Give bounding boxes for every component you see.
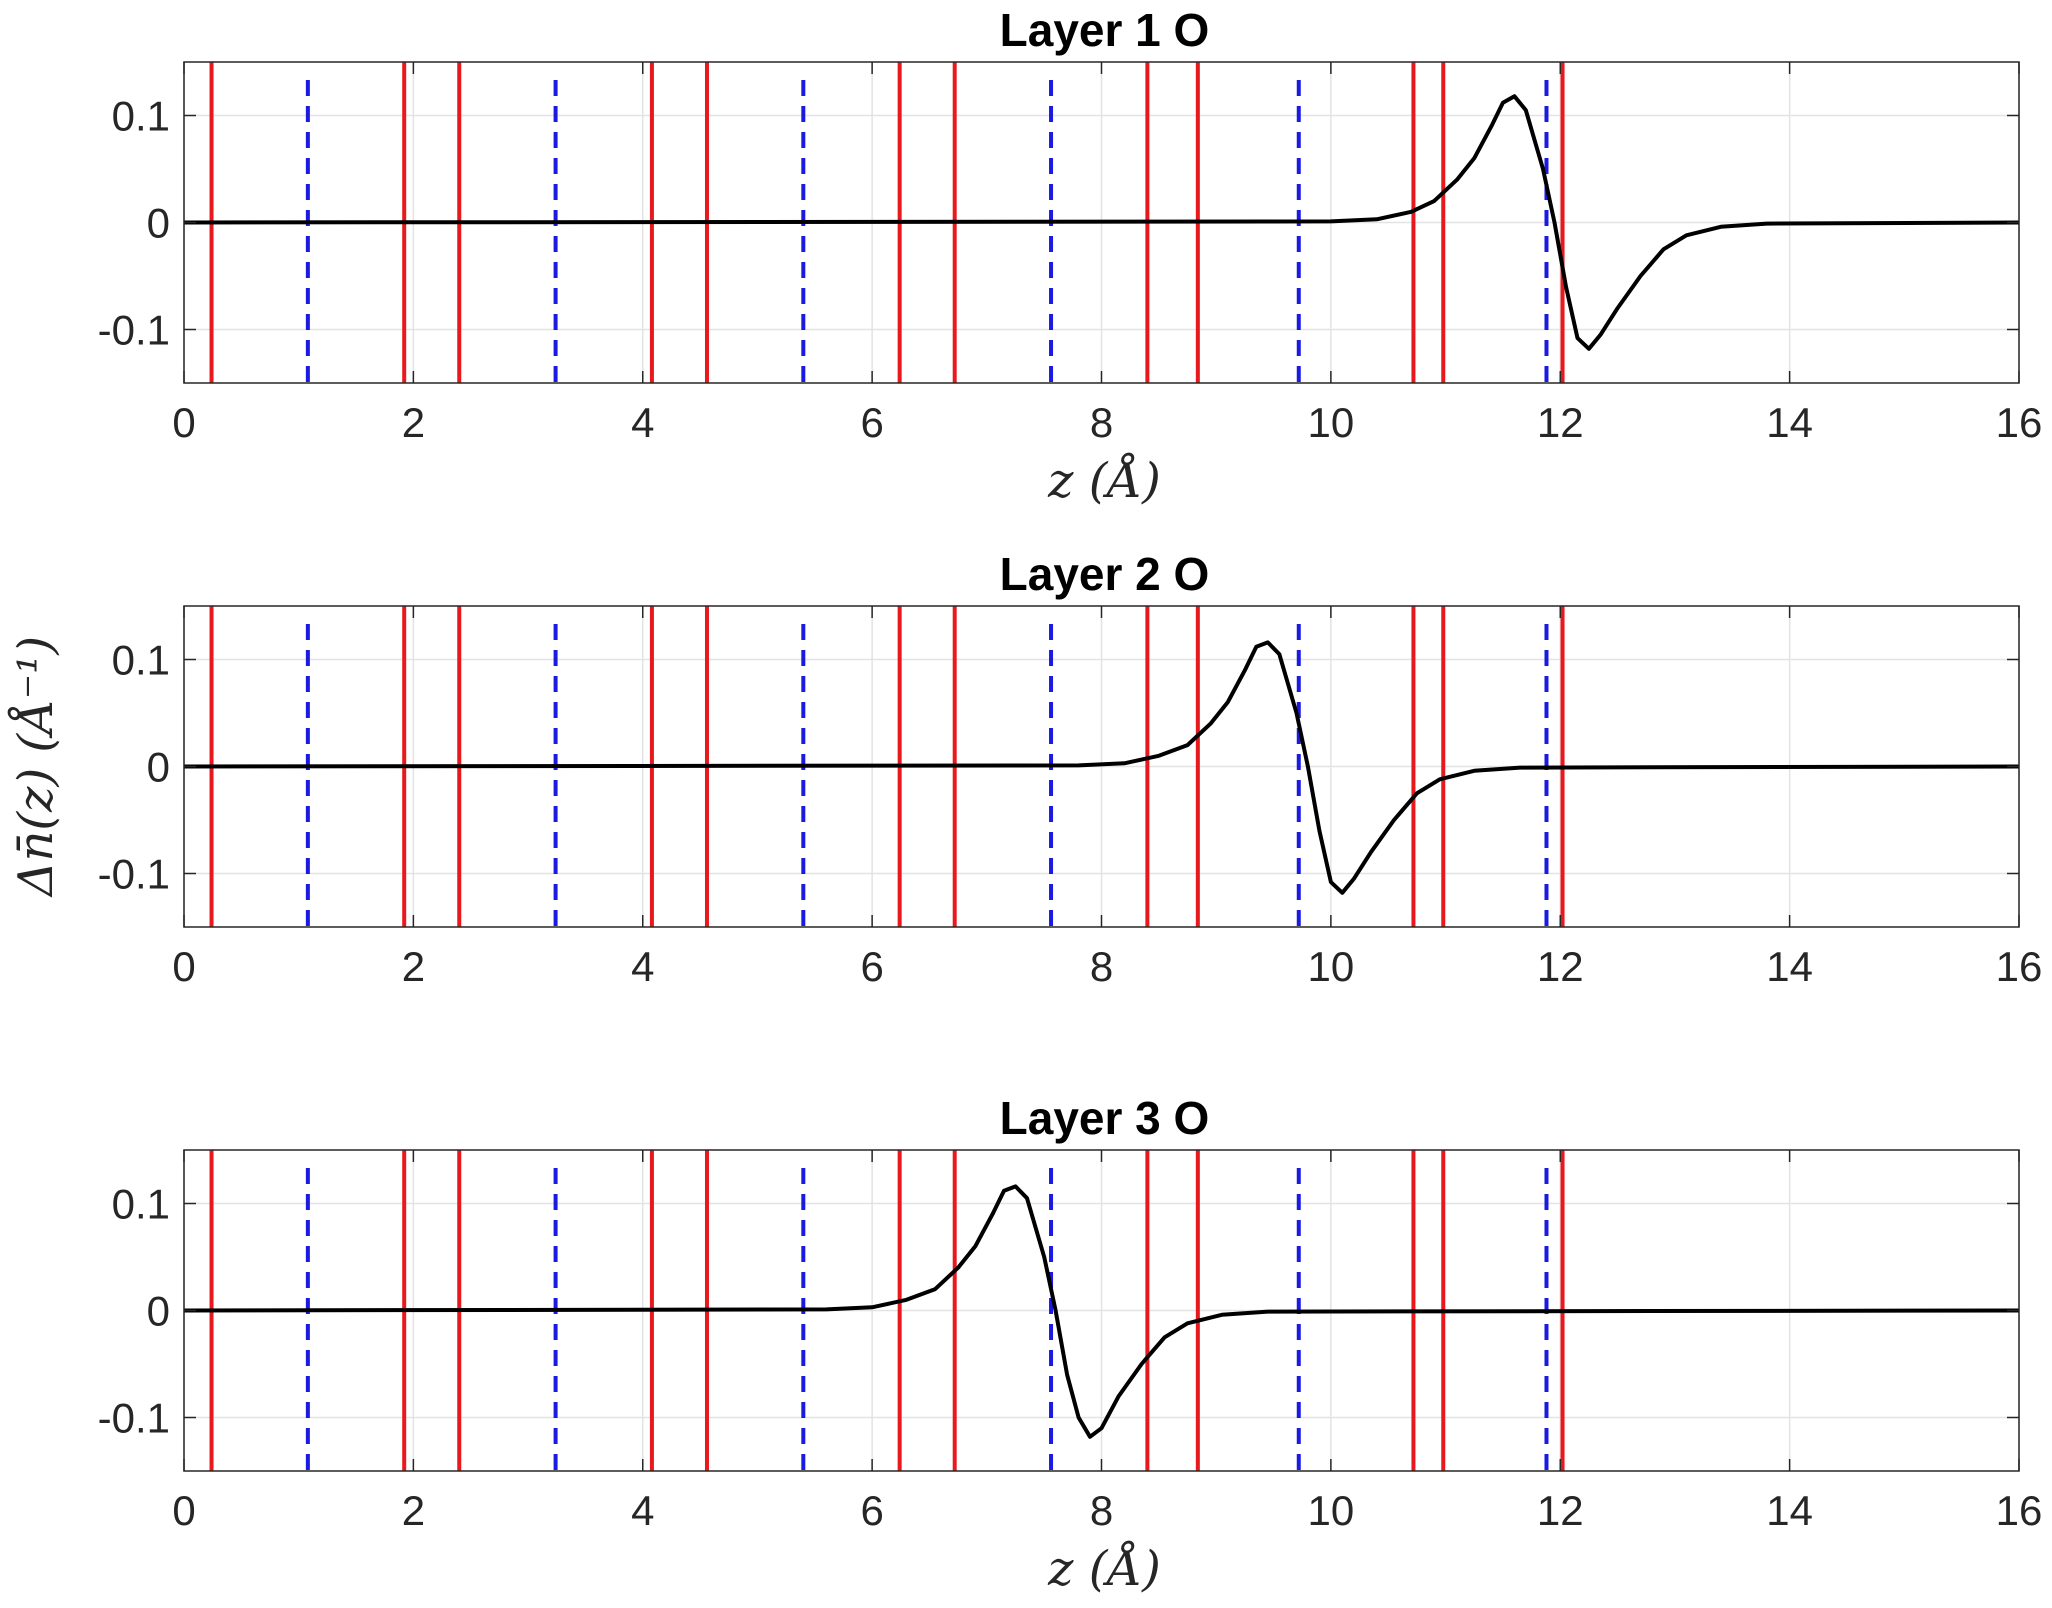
y-tick-label: 0.1 — [112, 93, 170, 140]
x-axis-label: z (Å) — [1047, 452, 1161, 509]
x-tick-label: 14 — [1766, 399, 1813, 446]
x-tick-label: 14 — [1766, 1487, 1813, 1534]
y-tick-label: 0.1 — [112, 1181, 170, 1228]
x-tick-label: 2 — [402, 943, 425, 990]
density-difference-curve — [183, 94, 2020, 351]
x-tick-label: 0 — [172, 1487, 195, 1534]
x-tick-label: 12 — [1537, 1487, 1584, 1534]
density-difference-curve — [183, 640, 2020, 895]
x-tick-label: 16 — [1996, 1487, 2043, 1534]
x-tick-label: 8 — [1090, 943, 1113, 990]
x-tick-label: 4 — [631, 943, 654, 990]
x-tick-label: 10 — [1308, 1487, 1355, 1534]
x-tick-label: 10 — [1308, 943, 1355, 990]
x-tick-label: 6 — [860, 1487, 883, 1534]
x-tick-label: 10 — [1308, 399, 1355, 446]
y-tick-label: -0.1 — [98, 1395, 170, 1442]
x-tick-label: 12 — [1537, 399, 1584, 446]
x-axis-label: z (Å) — [1047, 1540, 1161, 1597]
y-tick-label: 0.1 — [112, 637, 170, 684]
y-tick-label: -0.1 — [98, 851, 170, 898]
x-tick-label: 8 — [1090, 1487, 1113, 1534]
x-tick-label: 6 — [860, 399, 883, 446]
density-difference-curve — [183, 1184, 2020, 1439]
x-tick-label: 8 — [1090, 399, 1113, 446]
x-tick-label: 14 — [1766, 943, 1813, 990]
x-tick-label: 16 — [1996, 943, 2043, 990]
x-tick-label: 0 — [172, 399, 195, 446]
panel-title: Layer 3 O — [1000, 1092, 1210, 1144]
shared-y-axis-label: Δn̄(z) (Å⁻¹) — [7, 636, 64, 898]
x-tick-label: 16 — [1996, 399, 2043, 446]
x-tick-label: 4 — [631, 399, 654, 446]
x-tick-label: 6 — [860, 943, 883, 990]
y-tick-label: 0 — [147, 744, 170, 791]
x-tick-label: 2 — [402, 399, 425, 446]
x-tick-label: 4 — [631, 1487, 654, 1534]
y-tick-label: -0.1 — [98, 307, 170, 354]
x-tick-label: 12 — [1537, 943, 1584, 990]
x-tick-label: 0 — [172, 943, 195, 990]
y-tick-label: 0 — [147, 200, 170, 247]
panel-title: Layer 2 O — [1000, 548, 1210, 600]
y-tick-label: 0 — [147, 1288, 170, 1335]
x-tick-label: 2 — [402, 1487, 425, 1534]
panel-title: Layer 1 O — [1000, 4, 1210, 56]
